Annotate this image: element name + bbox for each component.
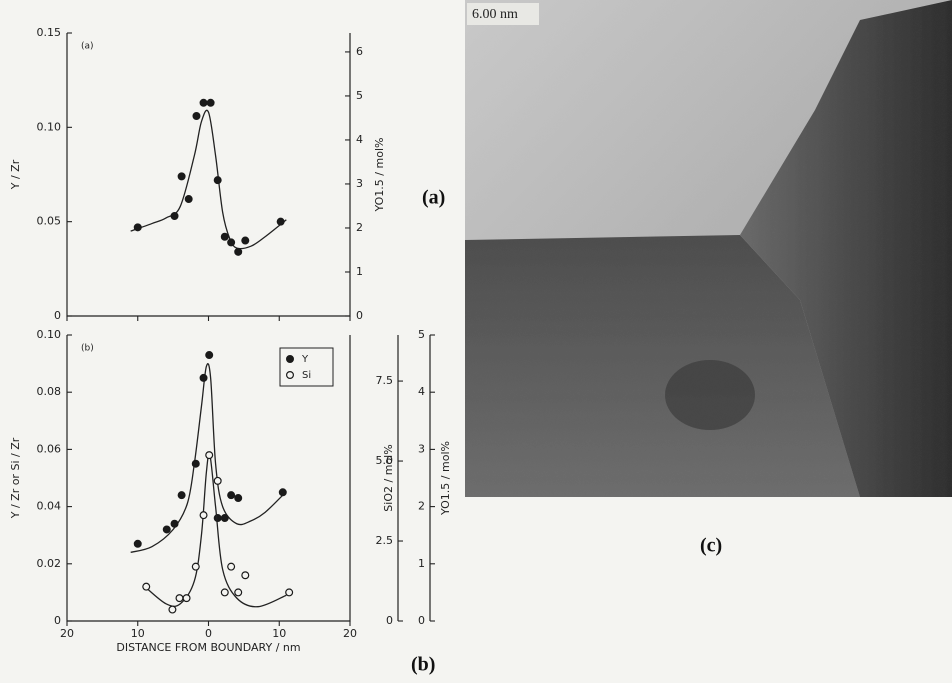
data-point	[285, 588, 294, 597]
x-tick-label: 0	[205, 627, 212, 640]
data-point	[133, 223, 142, 232]
y2-tick-label: 6	[356, 45, 363, 58]
data-point	[162, 525, 171, 534]
data-point	[213, 514, 222, 523]
data-point	[182, 594, 191, 603]
scale-bar-box	[467, 3, 539, 25]
data-point	[199, 373, 208, 382]
data-point	[170, 212, 179, 221]
data-point	[234, 494, 243, 503]
panel-tag: (a)	[81, 42, 94, 52]
data-point	[213, 176, 222, 185]
y3-axis-title: YO1.5 / mol%	[439, 441, 452, 516]
data-point	[168, 605, 177, 614]
data-point	[278, 488, 287, 497]
data-point	[205, 451, 214, 460]
y-tick-label: 0.05	[37, 215, 62, 228]
axis-line	[66, 33, 351, 317]
y2-tick-label: 5	[356, 89, 363, 102]
data-point	[199, 511, 208, 520]
panel-tag: (b)	[81, 344, 94, 354]
legend-marker	[286, 355, 295, 364]
y3-tick-label: 5	[418, 328, 425, 341]
y3-tick-label: 3	[418, 442, 425, 455]
y-tick-label: 0.02	[37, 557, 62, 570]
data-point	[234, 247, 243, 256]
y-tick-label: 0.08	[37, 385, 62, 398]
x-tick-label: 10	[131, 627, 145, 640]
panel-label: (a)	[422, 187, 445, 209]
x-tick-label: 20	[343, 627, 357, 640]
y2-tick-label: 4	[356, 133, 363, 146]
y2-tick-label: 0	[356, 309, 363, 322]
y-tick-label: 0	[54, 614, 61, 627]
data-point	[241, 236, 250, 245]
data-point	[206, 98, 215, 107]
data-point	[220, 232, 229, 241]
y-tick-label: 0	[54, 309, 61, 322]
y2-tick-label: 2.5	[376, 534, 394, 547]
y3-tick-label: 4	[418, 385, 425, 398]
y-tick-label: 0.06	[37, 442, 62, 455]
y2-tick-label: 7.5	[376, 374, 394, 387]
data-point	[192, 112, 201, 121]
y2-tick-label: 5.0	[376, 454, 394, 467]
y3-tick-label: 1	[418, 557, 425, 570]
data-point	[175, 594, 184, 603]
panel-label: (b)	[411, 654, 435, 676]
fit-curve	[130, 109, 287, 250]
y-axis-title: Y / Zr or Si / Zr	[9, 437, 22, 519]
y-tick-label: 0.10	[37, 328, 62, 341]
data-point	[199, 98, 208, 107]
y3-tick-label: 0	[418, 614, 425, 627]
y3-tick-label: 2	[418, 500, 425, 513]
data-point	[133, 539, 142, 548]
y2-tick-label: 0	[386, 614, 393, 627]
data-point	[191, 459, 200, 468]
data-point	[205, 351, 214, 360]
panel-label: (c)	[700, 535, 722, 557]
data-point	[177, 172, 186, 181]
charts: 0 0.05 0.10 0.15 Y / Zr (a) 0 1 2 3 4 5 6 YO1.5 / mol…	[9, 26, 452, 654]
legend-label: Si	[302, 370, 311, 381]
data-point	[220, 514, 229, 523]
data-point	[177, 491, 186, 500]
data-point	[142, 582, 151, 591]
y2-axis-title: SiO2 / mol%	[382, 444, 395, 511]
y2-tick-label: 2	[356, 221, 363, 234]
data-point	[213, 476, 222, 485]
data-point	[241, 571, 250, 580]
x-axis-title: DISTANCE FROM BOUNDARY / nm	[116, 641, 300, 654]
y2-tick-label: 3	[356, 177, 363, 190]
y-tick-label: 0.10	[37, 120, 62, 133]
legend-box	[279, 347, 334, 387]
legend-marker	[286, 371, 295, 380]
y-tick-label: 0.04	[37, 500, 62, 513]
data-point	[234, 588, 243, 597]
data-point	[227, 562, 236, 571]
legend-label: Y	[301, 354, 309, 365]
data-point	[184, 195, 193, 204]
data-point	[170, 519, 179, 528]
data-point	[227, 491, 236, 500]
y-tick-label: 0.15	[37, 26, 62, 39]
x-tick-label: 10	[272, 627, 286, 640]
y2-tick-label: 1	[356, 265, 363, 278]
data-point	[227, 238, 236, 247]
y-axis-title: Y / Zr	[9, 159, 22, 190]
x-tick-label: 20	[60, 627, 74, 640]
micrograph	[465, 0, 952, 497]
scale-bar-label: 6.00 nm	[472, 7, 518, 22]
data-point	[191, 562, 200, 571]
data-point	[276, 217, 285, 226]
y2-axis-title: YO1.5 / mol%	[373, 138, 386, 213]
data-point	[220, 588, 229, 597]
